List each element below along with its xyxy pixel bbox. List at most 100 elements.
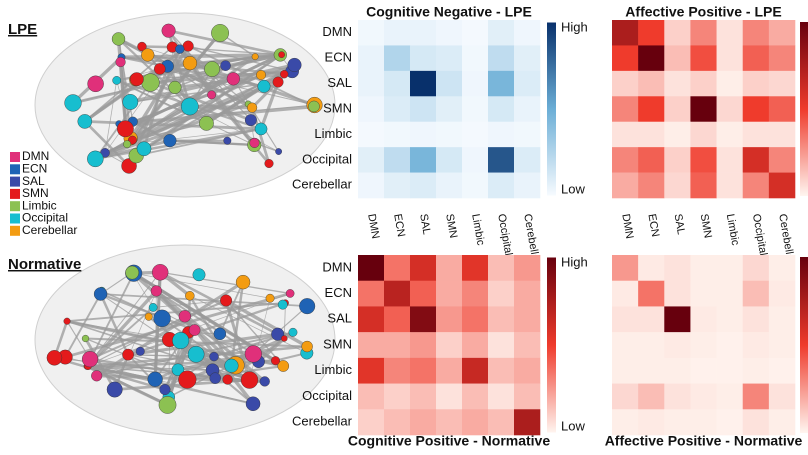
node (285, 289, 295, 298)
cell (436, 255, 463, 282)
cell (664, 147, 691, 173)
cell (716, 280, 744, 307)
cell (488, 96, 515, 123)
colorbar (547, 257, 556, 433)
legend-label: Limbic (22, 198, 57, 212)
node (77, 114, 93, 129)
legend-swatch (10, 188, 20, 199)
node (301, 340, 313, 353)
node (240, 371, 259, 389)
row-label: DMN (322, 24, 352, 39)
cell (384, 332, 411, 359)
row-label: ECN (325, 50, 352, 65)
cell (410, 70, 437, 97)
row-label: DMN (322, 259, 352, 274)
node (220, 294, 233, 307)
cell (768, 255, 796, 282)
cell (436, 45, 463, 72)
col-label: SMN (698, 213, 714, 239)
node (178, 370, 197, 389)
cell (664, 172, 691, 199)
cell (410, 121, 437, 148)
node (151, 264, 169, 281)
row-label: Cerebellar (292, 414, 353, 429)
edge (178, 48, 213, 96)
cell (410, 383, 437, 410)
node (308, 100, 320, 113)
cell (768, 70, 796, 97)
cell (384, 45, 411, 72)
edge (149, 81, 252, 122)
cell (358, 306, 385, 333)
cell (664, 306, 691, 333)
cell (488, 147, 515, 173)
cell (664, 383, 691, 410)
node (204, 61, 220, 77)
cell (690, 383, 717, 410)
node (136, 141, 152, 157)
node (251, 53, 259, 61)
legend-swatch (10, 176, 20, 187)
cell (462, 332, 489, 359)
node (123, 140, 132, 149)
node (122, 348, 134, 361)
cell (410, 20, 437, 46)
cell (514, 306, 541, 333)
cell (768, 332, 796, 359)
edge (99, 293, 130, 356)
cell (638, 409, 665, 436)
node (87, 75, 104, 93)
edge (94, 81, 152, 160)
cell (690, 280, 717, 307)
col-label: ECN (645, 213, 661, 238)
chart-title: Affective Positive - Normative (605, 433, 803, 449)
edge (259, 81, 280, 130)
cell (462, 96, 489, 123)
cell (638, 96, 665, 123)
row-label: SMN (323, 100, 352, 115)
edge (95, 280, 244, 378)
cell (514, 70, 541, 97)
cell (742, 147, 770, 173)
cell (742, 409, 770, 436)
cell (768, 172, 796, 199)
cell (638, 306, 665, 333)
node (249, 137, 260, 148)
node (63, 317, 71, 325)
row-label: ECN (325, 285, 352, 300)
cell (488, 280, 515, 307)
cell (514, 255, 541, 282)
cell (358, 121, 385, 148)
cell (488, 255, 515, 282)
edge (66, 320, 181, 341)
cell (664, 96, 691, 123)
cell (716, 70, 744, 97)
cell (436, 280, 463, 307)
col-label: Occipital (750, 213, 769, 257)
node (264, 158, 274, 169)
cell (384, 383, 411, 410)
cell (716, 20, 744, 46)
node (222, 374, 233, 385)
legend-swatch (10, 213, 20, 224)
cell (690, 96, 717, 123)
cell (514, 409, 541, 436)
cell (488, 45, 515, 72)
cell (410, 255, 437, 282)
cell (690, 45, 717, 72)
cell (664, 357, 691, 384)
cell (358, 96, 385, 123)
cell (384, 357, 411, 384)
cell (384, 147, 411, 173)
node (81, 334, 90, 343)
cell (742, 383, 770, 410)
edge (94, 84, 265, 161)
col-label: SMN (443, 213, 459, 239)
edge (147, 53, 191, 65)
cell (514, 383, 541, 410)
node (271, 327, 285, 341)
cell (514, 45, 541, 72)
node (141, 73, 160, 92)
node (254, 122, 268, 136)
cell (436, 20, 463, 46)
